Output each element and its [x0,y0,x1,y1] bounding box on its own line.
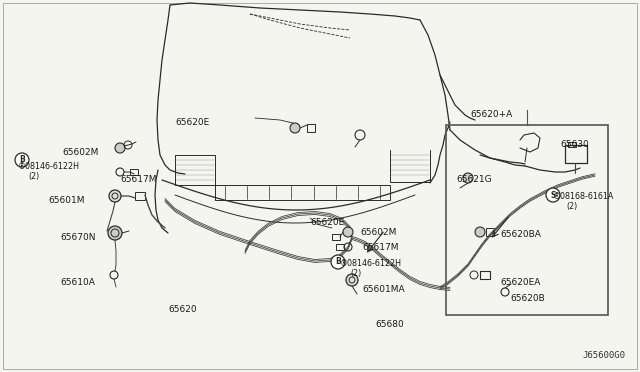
Text: 65620EA: 65620EA [500,278,540,287]
Bar [446,125,608,315]
Bar [336,244,344,250]
Circle shape [475,227,485,237]
Text: 65620BA: 65620BA [500,230,541,239]
Text: 65617M: 65617M [362,243,399,252]
Text: 65617M: 65617M [120,175,157,184]
Circle shape [290,123,300,133]
Text: 65620E: 65620E [310,218,344,227]
Text: (2): (2) [350,269,361,278]
Circle shape [343,227,353,237]
Circle shape [109,190,121,202]
Text: 65630: 65630 [560,140,589,149]
Text: 65610A: 65610A [60,278,95,287]
Text: B: B [335,257,341,266]
Text: 65670N: 65670N [60,233,95,242]
Text: J65600G0: J65600G0 [582,351,625,360]
Text: 65680: 65680 [375,320,404,329]
Circle shape [15,153,29,167]
Text: 65620: 65620 [168,305,196,314]
Text: (2): (2) [566,202,577,211]
Text: (2): (2) [28,172,39,181]
Bar [332,234,340,240]
Text: 65602M: 65602M [360,228,396,237]
Bar [568,142,576,147]
Text: 65620E: 65620E [175,118,209,127]
Bar [480,271,490,279]
Text: S: S [550,190,556,199]
Circle shape [108,226,122,240]
Bar [130,169,138,175]
Circle shape [115,143,125,153]
Text: 65601M: 65601M [48,196,84,205]
Circle shape [346,274,358,286]
Text: 65602M: 65602M [62,148,99,157]
Bar [135,192,145,200]
Text: 65620B: 65620B [510,294,545,303]
Bar [307,124,315,132]
Circle shape [463,173,473,183]
Text: B: B [19,155,25,164]
Text: ®08168-6161A: ®08168-6161A [553,192,614,201]
Circle shape [331,255,345,269]
Text: 65601MA: 65601MA [362,285,404,294]
Text: 65621G: 65621G [456,175,492,184]
Circle shape [546,188,560,202]
Text: ®08146-6122H: ®08146-6122H [340,259,402,268]
Text: ®08146-6122H: ®08146-6122H [18,162,80,171]
Text: 65620+A: 65620+A [470,110,512,119]
Bar [565,145,587,163]
Bar [486,228,494,236]
